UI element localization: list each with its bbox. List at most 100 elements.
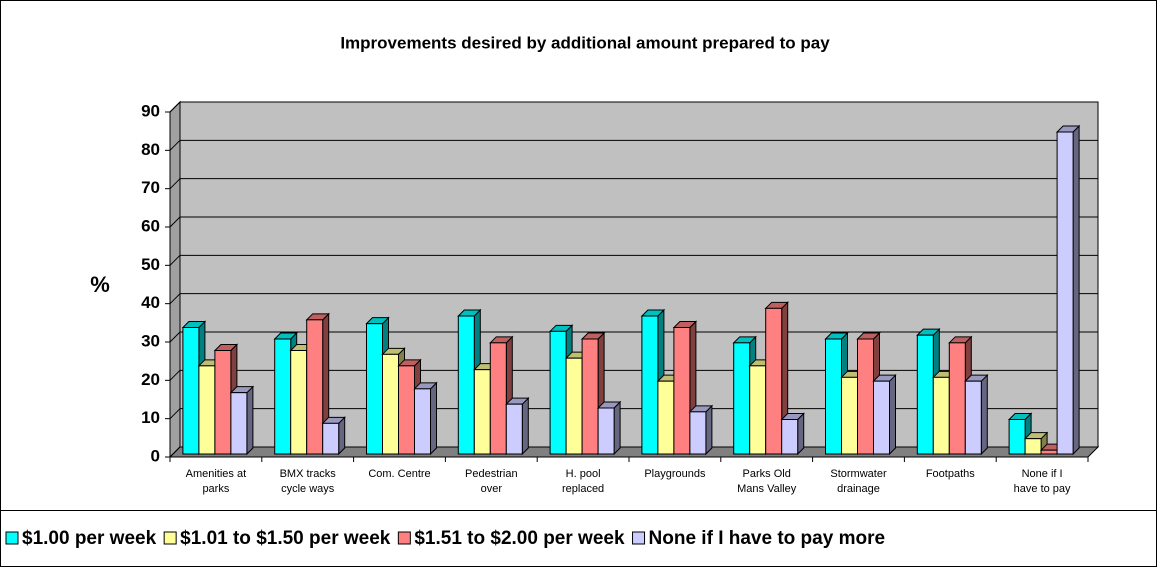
x-tick-label: Parks Old Mans Valley (737, 468, 797, 495)
bar-front (473, 369, 491, 455)
bar-front (581, 338, 599, 455)
bar-side (430, 381, 437, 456)
legend-swatch (163, 531, 177, 545)
y-tick-label: 20 (141, 370, 160, 389)
bar (229, 385, 255, 456)
bar-front (597, 407, 615, 455)
x-tick-label: Playgrounds (644, 468, 706, 480)
bar-front (1040, 449, 1058, 455)
bar-front (198, 365, 216, 455)
bar (305, 312, 330, 456)
x-tick-label: Amenities at parks (186, 468, 247, 495)
bar-front (932, 376, 950, 455)
legend-swatch (632, 531, 646, 545)
bar (872, 373, 897, 456)
grid-line-side (169, 331, 181, 343)
bar-front (290, 350, 308, 455)
legend: $1.00 per week $1.01 to $1.50 per week $1.… (5, 528, 886, 549)
bar-front (366, 323, 383, 455)
x-tick-label: Stormwater drainage (830, 468, 887, 495)
plot: 0 10 20 30 40 50 60 70 80 90 Amenities at parks BMX … (141, 100, 1100, 495)
bar-front (1024, 438, 1042, 455)
bar-front (673, 327, 691, 455)
legend-label: $1.01 to $1.50 per week (180, 528, 391, 549)
bar-front (825, 338, 842, 455)
bar-side (246, 385, 254, 456)
bar-front (916, 334, 934, 455)
x-tick-label: BMX tracks cycle ways (280, 468, 337, 495)
grid-line-side (169, 254, 181, 266)
bar-front (214, 350, 232, 455)
bar-front (689, 411, 707, 455)
bar (672, 320, 698, 456)
legend-swatch (5, 531, 19, 545)
grid-line-side (169, 446, 181, 458)
bar-front (322, 422, 340, 455)
x-tick-label: Footpaths (926, 468, 975, 480)
bar-front (565, 357, 583, 455)
bar-front (505, 403, 523, 455)
x-tick-label: Pedestrian over (465, 468, 518, 495)
bar-front (948, 342, 966, 455)
bar-side (613, 400, 621, 456)
y-tick-label: 50 (141, 255, 160, 274)
side-wall (169, 100, 181, 459)
bar-side (1072, 124, 1080, 456)
bar-front (841, 376, 858, 455)
bar-side (980, 373, 988, 456)
bar (413, 381, 438, 456)
grid-line-side (169, 139, 181, 151)
bar (764, 301, 789, 456)
grid-line-side (169, 369, 181, 381)
bar (964, 373, 989, 456)
bar-side (797, 412, 805, 456)
bar-front (489, 342, 507, 455)
bar-front (964, 380, 982, 455)
bar-front (749, 365, 767, 455)
legend-label: $1.00 per week (22, 528, 157, 549)
bar-front (414, 388, 431, 455)
bar-front (398, 365, 415, 455)
grid-line-side (169, 216, 181, 228)
bar-front (657, 380, 675, 455)
bar-front (765, 307, 783, 455)
y-tick-label: 90 (141, 101, 160, 120)
y-tick-label: 60 (141, 216, 160, 235)
bar-side (889, 373, 896, 456)
grid-line-side (169, 101, 181, 113)
bar-front (549, 330, 567, 455)
bar (596, 400, 622, 456)
y-tick-label: 70 (141, 178, 160, 197)
y-axis-label: % (90, 272, 110, 297)
bar (780, 412, 805, 456)
chart-title: Improvements desired by additional amoun… (340, 33, 830, 52)
bar-front (641, 315, 659, 455)
x-tick-label: H. pool replaced (562, 468, 604, 495)
legend-swatch (397, 531, 411, 545)
legend-label: None if I have to pay more (649, 528, 886, 549)
bar (1055, 124, 1081, 456)
bar-front (182, 327, 200, 455)
bar (688, 404, 714, 456)
bar-front (781, 419, 799, 455)
y-tick-label: 0 (151, 446, 160, 465)
bar-front (857, 338, 874, 455)
y-tick-label: 40 (141, 293, 160, 312)
bar-front (873, 380, 890, 455)
bar-side (705, 404, 713, 456)
bar-front (274, 338, 292, 455)
bar-front (382, 353, 399, 455)
grid-line-side (169, 408, 181, 420)
grid-line-side (169, 293, 181, 305)
bar-side (521, 396, 529, 456)
bar-front (733, 342, 751, 455)
y-tick-label: 10 (141, 408, 160, 427)
y-tick-label: 30 (141, 331, 160, 350)
bar (580, 331, 606, 456)
bar (321, 416, 346, 456)
bar-front (230, 392, 248, 455)
grid-line-side (169, 178, 181, 190)
y-tick-label: 80 (141, 140, 160, 159)
